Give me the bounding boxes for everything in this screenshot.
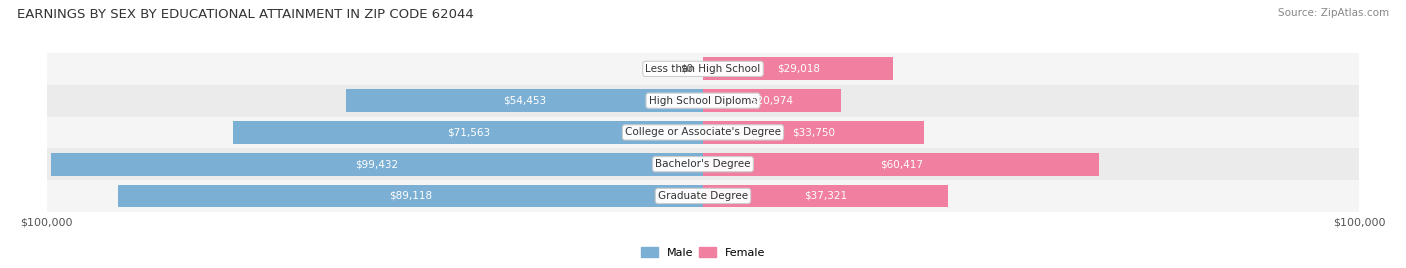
Text: $54,453: $54,453 xyxy=(503,96,546,106)
Text: Bachelor's Degree: Bachelor's Degree xyxy=(655,159,751,169)
Bar xyxy=(46,117,1360,148)
Bar xyxy=(46,180,1360,212)
Text: EARNINGS BY SEX BY EDUCATIONAL ATTAINMENT IN ZIP CODE 62044: EARNINGS BY SEX BY EDUCATIONAL ATTAINMEN… xyxy=(17,8,474,21)
Bar xyxy=(118,184,703,207)
Bar xyxy=(46,85,1360,117)
Bar xyxy=(703,121,925,144)
Legend: Male, Female: Male, Female xyxy=(637,243,769,262)
Text: $100,000: $100,000 xyxy=(21,218,73,228)
Bar xyxy=(233,121,703,144)
Text: $99,432: $99,432 xyxy=(356,159,398,169)
Text: $89,118: $89,118 xyxy=(389,191,432,201)
Text: Source: ZipAtlas.com: Source: ZipAtlas.com xyxy=(1278,8,1389,18)
Text: $60,417: $60,417 xyxy=(880,159,922,169)
Text: Less than High School: Less than High School xyxy=(645,64,761,74)
Text: College or Associate's Degree: College or Associate's Degree xyxy=(626,127,780,137)
Bar xyxy=(703,184,948,207)
Text: $100,000: $100,000 xyxy=(1333,218,1385,228)
Text: $33,750: $33,750 xyxy=(792,127,835,137)
Text: $71,563: $71,563 xyxy=(447,127,489,137)
Text: Graduate Degree: Graduate Degree xyxy=(658,191,748,201)
Text: $37,321: $37,321 xyxy=(804,191,846,201)
Text: $20,974: $20,974 xyxy=(751,96,793,106)
Bar xyxy=(46,148,1360,180)
Bar xyxy=(346,89,703,112)
Bar xyxy=(51,153,703,176)
Bar xyxy=(703,153,1099,176)
Bar xyxy=(46,53,1360,85)
Text: High School Diploma: High School Diploma xyxy=(648,96,758,106)
Bar xyxy=(703,57,893,80)
Text: $29,018: $29,018 xyxy=(776,64,820,74)
Bar xyxy=(703,89,841,112)
Text: $0: $0 xyxy=(681,64,693,74)
